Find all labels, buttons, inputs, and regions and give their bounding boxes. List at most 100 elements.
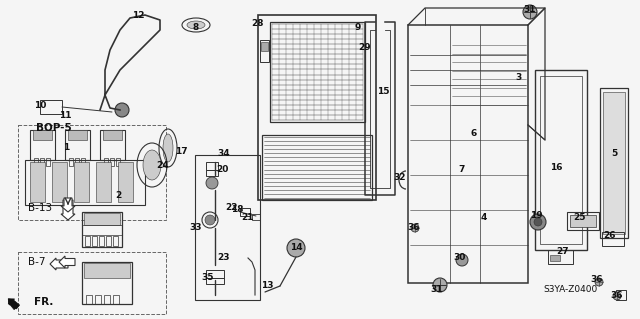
Circle shape [534,218,542,226]
Bar [600,88,628,238]
Bar [18,125,166,220]
Ellipse shape [143,150,161,180]
Circle shape [433,278,447,292]
Bar [96,162,111,202]
Text: 25: 25 [573,213,586,222]
Text: 20: 20 [216,166,228,174]
Bar [270,22,365,122]
Bar [74,162,89,202]
Text: 36: 36 [408,224,420,233]
Circle shape [595,278,603,286]
Text: BOP-5: BOP-5 [36,123,72,133]
Text: 2: 2 [115,190,121,199]
Bar [240,208,250,216]
Bar [30,162,45,202]
Bar [40,100,62,114]
Bar [82,262,132,304]
Bar [75,158,79,166]
Bar [99,236,104,246]
Bar [408,25,528,283]
Text: 27: 27 [557,248,570,256]
Bar [540,76,582,244]
Circle shape [287,239,305,257]
Text: 5: 5 [611,150,617,159]
Text: 33: 33 [189,224,202,233]
Text: 31: 31 [431,285,444,293]
Bar [106,236,111,246]
Bar [82,225,122,235]
FancyArrow shape [61,200,75,220]
FancyArrow shape [59,256,75,268]
Bar [81,158,85,166]
Bar [103,130,122,140]
Text: 35: 35 [202,273,214,283]
Bar [195,155,260,300]
Text: 23: 23 [218,254,230,263]
Bar [567,212,599,230]
Bar [104,295,110,304]
Bar [52,162,67,202]
Bar [570,215,596,227]
Text: 16: 16 [550,164,563,173]
Bar [252,214,260,220]
Bar [616,290,626,300]
Text: 31: 31 [524,5,536,14]
Text: 30: 30 [454,254,466,263]
Bar [33,130,52,140]
Bar [95,295,101,304]
Text: 26: 26 [604,232,616,241]
FancyArrow shape [8,299,18,310]
Circle shape [523,5,537,19]
Bar [84,213,120,225]
Text: 11: 11 [59,110,71,120]
Circle shape [456,254,468,266]
Text: 36: 36 [611,291,623,300]
Bar [602,232,624,246]
Text: B-13: B-13 [28,203,52,213]
Text: 18: 18 [231,205,243,214]
Text: 3: 3 [516,73,522,83]
Bar [258,15,376,200]
Text: 14: 14 [290,243,302,253]
Circle shape [530,214,546,230]
Text: 12: 12 [132,11,144,19]
Text: 36: 36 [591,276,604,285]
Text: 21: 21 [241,213,253,222]
Bar [30,130,55,160]
Circle shape [411,224,419,232]
Text: 9: 9 [355,24,361,33]
Bar [113,295,119,304]
FancyArrow shape [61,198,75,212]
Bar [548,250,573,264]
Text: 15: 15 [377,87,389,97]
Bar [65,130,90,160]
Bar [82,212,122,247]
Bar [206,162,218,170]
FancyArrow shape [50,258,68,270]
Text: 19: 19 [530,211,542,220]
Circle shape [115,103,129,117]
Bar [113,236,118,246]
Bar [118,162,133,202]
Bar [25,160,145,205]
Text: 8: 8 [193,24,199,33]
FancyArrow shape [8,299,20,309]
Text: 17: 17 [175,147,188,157]
Bar [262,135,372,200]
Bar [603,92,625,234]
Bar [84,263,130,278]
Bar [260,40,269,62]
Bar [116,158,120,166]
Ellipse shape [187,21,205,29]
Text: 34: 34 [218,149,230,158]
Bar [535,70,587,250]
Text: 13: 13 [260,280,273,290]
Bar [18,252,166,314]
Bar [34,158,38,166]
Text: 32: 32 [394,174,406,182]
Text: 10: 10 [34,100,46,109]
Bar [206,278,224,284]
Bar [100,130,125,160]
Text: 29: 29 [358,43,371,53]
Text: 28: 28 [252,19,264,27]
